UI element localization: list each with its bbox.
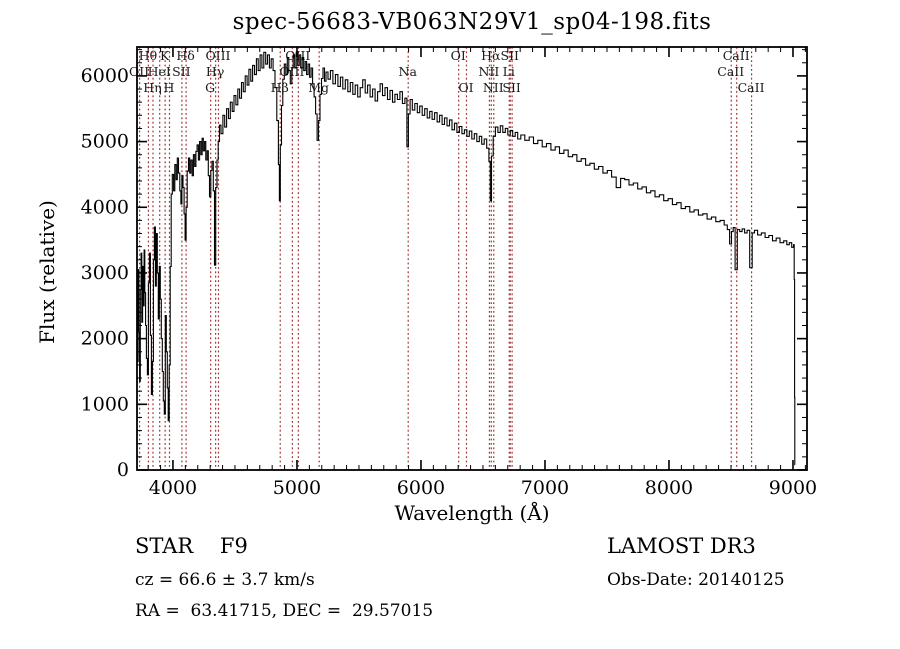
spectral-line-label: G [205, 80, 215, 95]
plot-border [136, 46, 808, 471]
y-tick-label: 1000 [81, 393, 129, 415]
x-tick-label: 8000 [645, 477, 693, 499]
object-class-text: STAR F9 [135, 534, 248, 558]
x-tick-label: 9000 [769, 477, 817, 499]
spectral-line-label: OI [458, 80, 473, 95]
y-tick-label: 2000 [81, 328, 129, 350]
spectral-line-label: OI [451, 48, 466, 63]
spectral-line-label: SII [172, 64, 191, 79]
spectral-line-label: Na [399, 64, 418, 79]
spectral-line-label: NII [479, 64, 500, 79]
spectral-line-label: Li [503, 64, 515, 79]
spectral-line-label: H [164, 80, 175, 95]
spectral-line-label: CaII [738, 80, 765, 95]
y-tick-labels: 0 1000 2000 3000 4000 5000 6000 [81, 65, 129, 481]
y-axis-label: Flux (relative) [35, 200, 59, 344]
x-tick-labels: 4000 5000 6000 7000 8000 9000 [149, 477, 817, 499]
spectral-line-label: Mg [308, 80, 329, 95]
spectral-line-label: SII [502, 80, 521, 95]
y-tick-label: 4000 [81, 196, 129, 218]
spectral-line-label: NII [483, 80, 504, 95]
x-tick-label: 5000 [273, 477, 321, 499]
x-tick-label: 6000 [397, 477, 445, 499]
spectral-line-label: SII [501, 48, 520, 63]
plot-title: spec-56683-VB063N29V1_sp04-198.fits [232, 9, 712, 35]
y-tick-label: 5000 [81, 131, 129, 153]
obs-date-text: Obs-Date: 20140125 [607, 570, 785, 590]
survey-release-text: LAMOST DR3 [607, 534, 756, 558]
y-tick-label: 6000 [81, 65, 129, 87]
ra-dec-text: RA = 63.41715, DEC = 29.57015 [135, 601, 434, 621]
spectral-line-label: OII [129, 64, 149, 79]
x-tick-label: 7000 [521, 477, 569, 499]
x-axis-label: Wavelength (Å) [394, 501, 550, 525]
spectral-line-label: Hη [143, 80, 161, 95]
spectral-line-label: CaII [717, 64, 744, 79]
spectral-line-label: Hδ [176, 48, 194, 63]
axis-ticks [137, 47, 807, 471]
spectrum-trace [136, 51, 796, 466]
spectral-line-label: CaII [723, 48, 750, 63]
spectral-line-label: OIII [205, 48, 230, 63]
x-tick-label: 4000 [149, 477, 197, 499]
spectral-line-label: Hγ [206, 64, 224, 79]
y-tick-label: 3000 [81, 262, 129, 284]
spectral-line-label: HeI [148, 64, 171, 79]
spectral-line-label: Hθ [139, 48, 157, 63]
y-tick-label: 0 [117, 459, 129, 481]
spectral-line-label: K [160, 48, 170, 63]
spectral-line-label: Hβ [271, 80, 289, 95]
spectral-line-markers [139, 47, 753, 470]
redshift-velocity-text: cz = 66.6 ± 3.7 km/s [135, 570, 315, 590]
spectral-line-label: Hα [481, 48, 501, 63]
